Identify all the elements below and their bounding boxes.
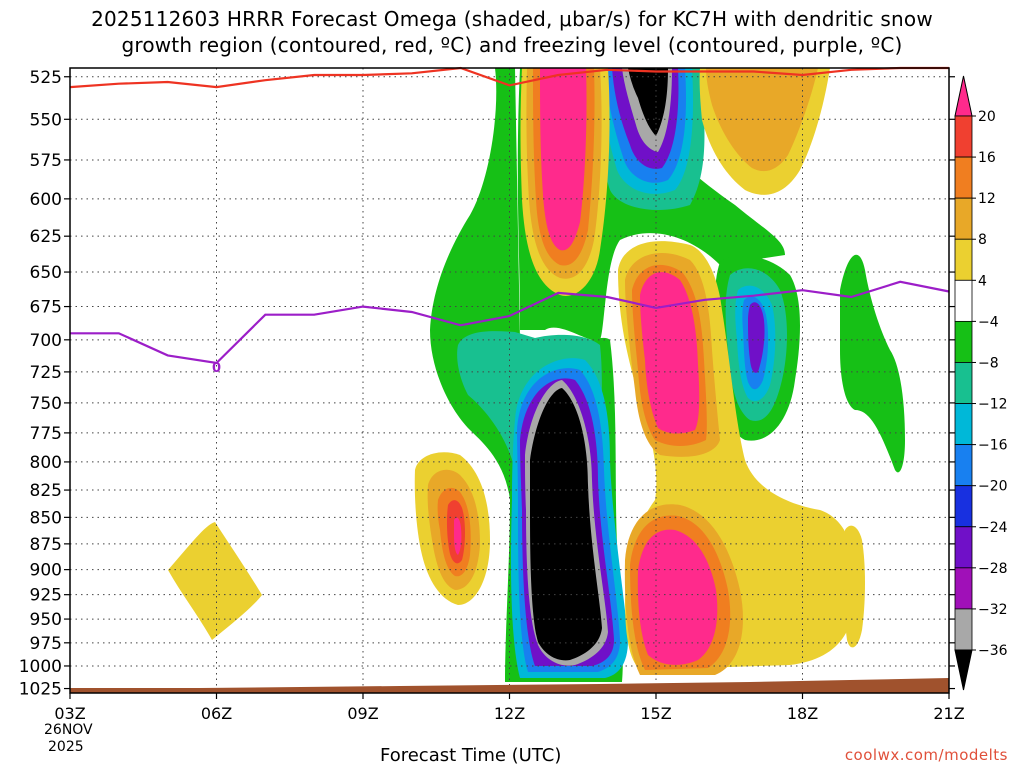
colorbar-swatch [954, 238, 973, 281]
y-tick-label: 1000 [19, 657, 62, 677]
y-tick-label: 675 [30, 298, 62, 318]
colorbar-label: −4 [978, 314, 999, 330]
x-tick-label: 03Z [54, 704, 85, 723]
omega-pink-top [540, 68, 587, 251]
omega-yellow-east [843, 525, 865, 648]
dgz-contour-line [69, 66, 949, 89]
x-subtick-year: 2025 [48, 739, 84, 755]
y-tick-label: 900 [30, 561, 62, 581]
y-tick-label: 825 [30, 481, 62, 501]
colorbar-swatch [954, 526, 973, 569]
colorbar-swatch [954, 156, 973, 199]
colorbar-swatch [954, 444, 973, 487]
colorbar-label: 12 [978, 191, 996, 207]
colorbar-label: −12 [978, 397, 1008, 413]
y-tick-label: 800 [30, 453, 62, 473]
y-tick-label: 525 [30, 68, 62, 88]
y-axis: 525 550 575 600 625 650 675 700 725 750 775 800 825 8… [19, 68, 955, 700]
x-axis-label: Forecast Time (UTC) [380, 745, 562, 766]
omega-shading [168, 68, 905, 682]
y-tick-label: 925 [30, 586, 62, 606]
colorbar-label: −8 [978, 355, 999, 371]
y-tick-label: 725 [30, 363, 62, 383]
colorbar-label: −24 [978, 520, 1008, 536]
y-tick-label: 950 [30, 610, 62, 630]
omega-purple-right [748, 302, 765, 373]
colorbar-label: 4 [978, 273, 987, 289]
colorbar-swatch [954, 403, 973, 446]
omega-yellow-west [168, 522, 262, 640]
y-tick-label: 775 [30, 424, 62, 444]
y-tick-label: 875 [30, 535, 62, 555]
x-tick-label: 09Z [347, 704, 378, 723]
omega-black-upper [628, 68, 668, 136]
y-tick-label: 550 [30, 110, 62, 130]
chart-title: 2025112603 HRRR Forecast Omega (shaded, … [0, 6, 1024, 58]
y-tick-label: 1025 [19, 680, 62, 700]
omega-green-farright [840, 254, 905, 473]
y-tick-label: 975 [30, 634, 62, 654]
y-tick-label: 625 [30, 227, 62, 247]
colorbar-swatch [954, 197, 973, 240]
omega-lower-black [530, 388, 602, 661]
y-tick-label: 650 [30, 263, 62, 283]
y-tick-label: 850 [30, 508, 62, 528]
colorbar-swatch [954, 279, 973, 322]
title-line-2: growth region (contoured, red, ºC) and f… [121, 33, 903, 57]
x-subtick-date: 26NOV [44, 722, 93, 738]
colorbar-label: 16 [978, 150, 996, 166]
omega-gold-topright [706, 68, 818, 172]
colorbar-top-triangle [954, 75, 973, 117]
colorbar-label: −20 [978, 479, 1008, 495]
omega-pink-left [454, 517, 462, 555]
freezing-level-line [70, 280, 950, 365]
colorbar: 20 16 12 8 4 −4 −8 −12 −16 −20 −24 −28 −32 −36 [954, 75, 1008, 691]
x-tick-label: 12Z [494, 704, 525, 723]
omega-pink-mid [640, 272, 700, 434]
colorbar-label: 8 [978, 232, 987, 248]
x-tick-label: 15Z [640, 704, 671, 723]
omega-pink-low [637, 529, 718, 665]
colorbar-label: −28 [978, 561, 1008, 577]
colorbar-label: −16 [978, 438, 1008, 454]
x-tick-label: 21Z [933, 704, 964, 723]
x-tick-label: 18Z [787, 704, 818, 723]
terrain-ground [70, 678, 949, 693]
colorbar-swatch [954, 362, 973, 404]
credit-text: coolwx.com/modelts [844, 746, 1008, 764]
colorbar-swatch [954, 115, 973, 158]
colorbar-swatch [954, 485, 973, 528]
y-tick-label: 575 [30, 151, 62, 171]
colorbar-swatch [954, 567, 973, 610]
y-tick-label: 700 [30, 331, 62, 351]
y-tick-label: 750 [30, 394, 62, 414]
colorbar-swatch [954, 608, 973, 651]
colorbar-label: −36 [978, 643, 1008, 659]
title-line-1: 2025112603 HRRR Forecast Omega (shaded, … [91, 7, 933, 31]
colorbar-label: 20 [978, 109, 996, 125]
colorbar-swatch [954, 320, 973, 363]
x-tick-label: 06Z [201, 704, 232, 723]
x-axis: 03Z 06Z 09Z 12Z 15Z 18Z 21Z [54, 693, 965, 723]
y-tick-label: 600 [30, 190, 62, 210]
colorbar-bottom-triangle [954, 649, 973, 691]
colorbar-label: −32 [978, 602, 1008, 618]
freezing-level-label: 0 [212, 361, 221, 376]
